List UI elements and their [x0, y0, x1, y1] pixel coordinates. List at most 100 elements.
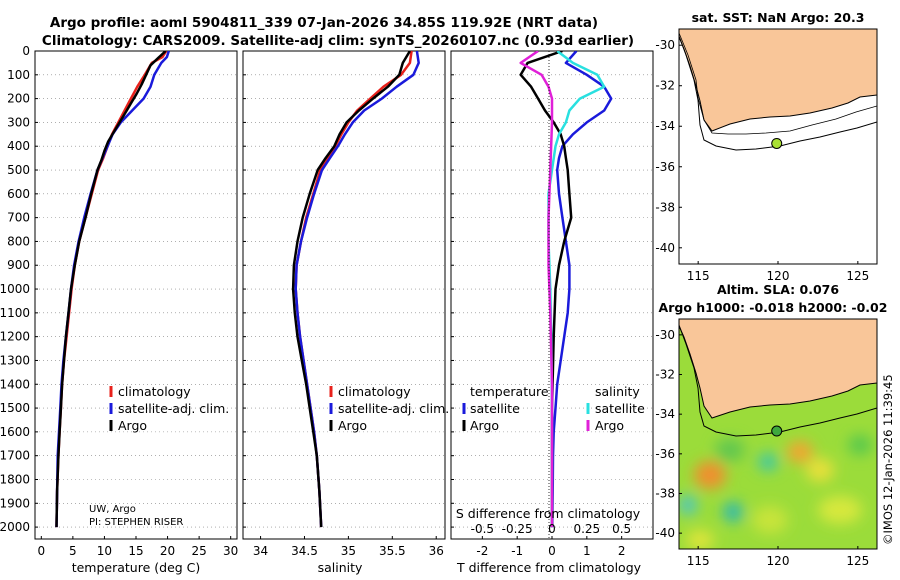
- legend-title-temperature: temperature: [470, 384, 549, 399]
- depth-tick-label: 500: [7, 163, 30, 177]
- x-tick-label: 30: [223, 544, 238, 558]
- s-difference-label: S difference from climatology: [456, 506, 641, 521]
- x-tick-label: 5: [69, 544, 77, 558]
- depth-tick-label: 1300: [0, 353, 30, 367]
- map-y-tick-label: -38: [655, 486, 675, 500]
- sla-map-title: Altim. SLA: 0.076: [717, 282, 839, 297]
- legend-title-salinity: salinity: [595, 384, 640, 399]
- depth-tick-label: 1500: [0, 401, 30, 415]
- depth-tick-label: 700: [7, 211, 30, 225]
- x-tick-label: 1: [583, 544, 591, 558]
- depth-tick-label: 1400: [0, 377, 30, 391]
- x-tick-label: 10: [97, 544, 112, 558]
- x-tick-label: 34: [253, 544, 268, 558]
- depth-tick-label: 0: [22, 44, 30, 58]
- depth-tick-label: 1100: [0, 306, 30, 320]
- map-y-tick-label: -30: [655, 328, 675, 342]
- sla-map-ticks: 115 120 125 -30 -32 -34 -36 -38 -40: [655, 328, 869, 568]
- depth-tick-label: 1900: [0, 496, 30, 510]
- legend-label-s-satellite: satellite: [595, 401, 645, 416]
- legend-label-t-argo: Argo: [470, 418, 499, 433]
- difference-xlabel: T difference from climatology: [456, 560, 642, 575]
- temperature-grid: [35, 50, 237, 528]
- temperature-axes: [34, 50, 238, 540]
- depth-tick-label: 2000: [0, 520, 30, 534]
- x-tick-label: 20: [160, 544, 175, 558]
- argo-location-marker: [771, 425, 783, 437]
- map-y-tick-label: -40: [655, 526, 675, 540]
- map-y-tick-label: -36: [655, 447, 675, 461]
- map-x-tick-label: 115: [687, 269, 710, 283]
- temperature-lines: [55, 51, 170, 528]
- s-tick-label: 0: [548, 522, 556, 536]
- legend-label-satellite: satellite-adj. clim.: [338, 401, 449, 416]
- series-argo: [55, 51, 167, 528]
- map-x-tick-label: 120: [767, 269, 790, 283]
- s-tick-label: -0.5: [471, 522, 494, 536]
- sst-map-ticks: 115 120 125 -30 -32 -34 -36 -38 -40: [655, 38, 869, 283]
- sla-map-contour: [679, 324, 877, 437]
- x-tick-label: 15: [128, 544, 143, 558]
- legend-label-t-satellite: satellite: [470, 401, 520, 416]
- series-t-argo: [519, 51, 573, 528]
- depth-ticks: 0 100 200 300 400 500 600 700 800 900 1000 1100 1200…: [0, 44, 30, 534]
- salinity-x-ticks: 34 34.5 35 35.5 36: [253, 536, 444, 558]
- depth-tick-label: 300: [7, 115, 30, 129]
- map-y-tick-label: -32: [655, 368, 675, 382]
- series-s-argo: [519, 51, 554, 528]
- map-y-tick-label: -38: [655, 200, 675, 214]
- credit-line2: PI: STEPHEN RISER: [89, 517, 183, 528]
- depth-tick-label: 400: [7, 139, 30, 153]
- x-tick-label: 36: [429, 544, 444, 558]
- depth-tick-label: 1200: [0, 330, 30, 344]
- sla-map-land: [679, 319, 877, 419]
- x-tick-label: 35: [341, 544, 356, 558]
- series-argo: [291, 51, 411, 528]
- depth-tick-label: 600: [7, 187, 30, 201]
- sla-map: Altim. SLA: 0.076 Argo h1000: -0.018 h20…: [655, 282, 887, 568]
- salinity-panel: 34 34.5 35 35.5 36 salinity climatology sate…: [242, 50, 449, 575]
- map-x-tick-label: 125: [846, 554, 869, 568]
- salinity-legend: climatology satellite-adj. clim. Argo: [329, 384, 449, 433]
- depth-tick-label: 800: [7, 234, 30, 248]
- temperature-x-ticks: 0 5 10 15 20 25 30: [37, 536, 238, 558]
- salinity-lines: [291, 51, 420, 528]
- sla-anomalies: [679, 435, 872, 549]
- map-y-tick-label: -34: [655, 407, 675, 421]
- sst-map-contour-2: [679, 32, 877, 135]
- sst-map: sat. SST: NaN Argo: 20.3 115 120 125 -30 -32…: [655, 10, 878, 283]
- map-y-tick-label: -32: [655, 79, 675, 93]
- s-tick-label: 0.25: [573, 522, 600, 536]
- depth-tick-label: 1700: [0, 449, 30, 463]
- x-tick-label: -2: [476, 544, 488, 558]
- depth-tick-label: 1800: [0, 472, 30, 486]
- title-line1: Argo profile: aoml 5904811_339 07-Jan-20…: [50, 15, 598, 31]
- x-tick-label: 0: [548, 544, 556, 558]
- map-y-tick-label: -34: [655, 119, 675, 133]
- salinity-axes: [242, 50, 446, 540]
- legend-label-argo: Argo: [338, 418, 367, 433]
- argo-location-marker: [771, 137, 783, 149]
- s-tick-label: 0.5: [612, 522, 631, 536]
- depth-tick-label: 200: [7, 92, 30, 106]
- x-tick-label: 2: [618, 544, 626, 558]
- difference-lines: [519, 51, 613, 528]
- difference-panel: -2 -1 0 1 2 T difference from climatology S …: [450, 50, 654, 575]
- difference-legend: temperature satellite Argo salinity sate…: [462, 384, 645, 433]
- salinity-xlabel: salinity: [318, 560, 363, 575]
- map-x-tick-label: 115: [687, 554, 710, 568]
- legend-label-climatology: climatology: [338, 384, 411, 399]
- x-tick-label: 0: [37, 544, 45, 558]
- depth-tick-label: 900: [7, 258, 30, 272]
- x-tick-label: 35.5: [379, 544, 406, 558]
- legend-label-s-argo: Argo: [595, 418, 624, 433]
- difference-x-ticks: -2 -1 0 1 2: [476, 536, 625, 558]
- legend-label-satellite: satellite-adj. clim.: [118, 401, 229, 416]
- x-tick-label: 25: [191, 544, 206, 558]
- sst-map-contour: [679, 35, 877, 151]
- temperature-legend: climatology satellite-adj. clim. Argo: [109, 384, 229, 433]
- map-x-tick-label: 120: [767, 554, 790, 568]
- map-y-tick-label: -36: [655, 160, 675, 174]
- series-t-satellite: [551, 51, 613, 528]
